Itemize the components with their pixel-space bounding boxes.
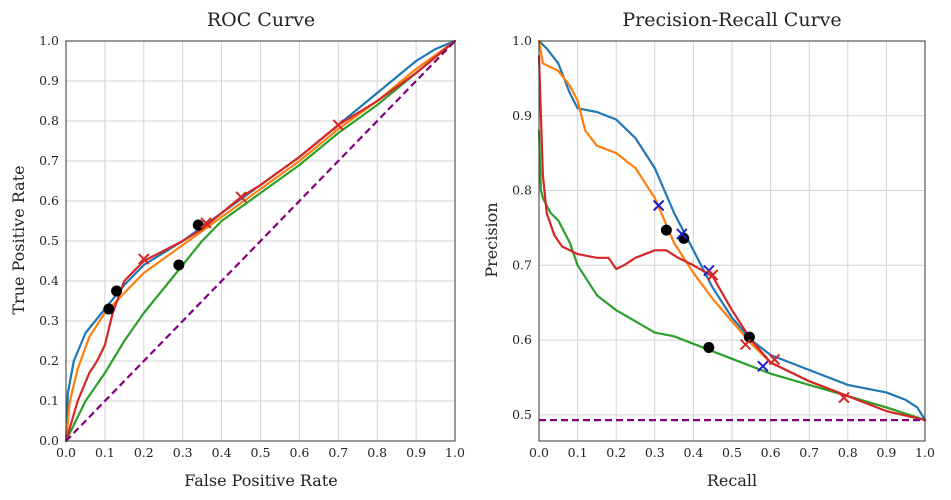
- roc-ylabel: True Positive Rate: [9, 165, 28, 314]
- roc-threshold-x-marker: [332, 119, 345, 131]
- pr-threshold-x-marker: [676, 228, 688, 240]
- roc-ytick-label: 0.5: [39, 233, 59, 248]
- roc-title: ROC Curve: [207, 9, 315, 31]
- roc-threshold-dot-marker: [173, 259, 185, 271]
- pr-ytick-label: 0.9: [512, 108, 532, 123]
- roc-ytick-label: 0.4: [39, 273, 59, 288]
- roc-ytick-label: 0.7: [39, 153, 59, 168]
- pr-threshold-x-marker: [757, 360, 769, 372]
- pr-xtick-label: 0.2: [606, 445, 626, 460]
- pr-ytick-label: 0.6: [512, 332, 532, 347]
- roc-panel: ROC Curve False Positive Rate True Posit…: [9, 9, 465, 490]
- roc-ytick-label: 0.8: [39, 113, 59, 128]
- roc-ytick-label: 1.0: [39, 33, 59, 48]
- roc-xtick-label: 0.5: [251, 445, 271, 460]
- pr-threshold-x-marker: [739, 338, 752, 351]
- pr-threshold-x-marker: [838, 391, 850, 404]
- pr-ylabel: Precision: [482, 202, 501, 277]
- pr-ytick-label: 0.7: [512, 257, 532, 272]
- roc-series-chance-line: [65, 40, 456, 442]
- pr-title: Precision-Recall Curve: [622, 9, 841, 31]
- pr-threshold-x-marker: [768, 353, 781, 366]
- pr-series-blue-line: [537, 39, 927, 422]
- pr-threshold-dot-marker: [743, 331, 755, 343]
- roc-threshold-x-marker: [200, 217, 212, 229]
- roc-ytick-label: 0.1: [39, 393, 59, 408]
- roc-ytick-label: 0.0: [39, 433, 59, 448]
- roc-xlabel: False Positive Rate: [184, 471, 338, 490]
- pr-threshold-x-marker: [652, 199, 665, 212]
- roc-ytick-label: 0.2: [39, 353, 59, 368]
- pr-threshold-x-marker: [706, 269, 719, 281]
- pr-series-green-line: [537, 129, 927, 422]
- roc-threshold-x-marker: [235, 191, 247, 203]
- roc-xtick-label: 0.1: [95, 445, 115, 460]
- pr-xtick-label: 0.1: [568, 445, 588, 460]
- pr-threshold-dot-marker: [660, 224, 672, 236]
- roc-ytick-label: 0.9: [39, 73, 59, 88]
- roc-series-green-line: [64, 39, 457, 443]
- roc-plot-frame: [65, 40, 456, 442]
- pr-ytick-label: 0.8: [512, 183, 532, 198]
- pr-xtick-label: 0.8: [838, 445, 858, 460]
- roc-ticks: 0.0 0.1 0.2 0.3 0.4 0.5 0.6 0.7 0.8 0.9 1.0 0.0 0.1 0…: [39, 33, 465, 460]
- pr-xtick-label: 0.7: [799, 445, 819, 460]
- pr-xlabel: Recall: [707, 471, 757, 490]
- pr-xtick-label: 0.6: [761, 445, 781, 460]
- pr-xtick-label: 0.4: [683, 445, 703, 460]
- pr-grid: [538, 40, 926, 441]
- pr-xtick-label: 0.9: [876, 445, 896, 460]
- roc-ytick-label: 0.6: [39, 193, 59, 208]
- pr-xtick-label: 1.0: [915, 445, 935, 460]
- roc-xtick-label: 0.2: [134, 445, 154, 460]
- pr-xtick-label: 0.3: [645, 445, 665, 460]
- roc-markers: [103, 119, 345, 315]
- roc-xtick-label: 1.0: [445, 445, 465, 460]
- roc-threshold-dot-marker: [111, 285, 123, 297]
- roc-xtick-label: 0.6: [289, 445, 309, 460]
- pr-ytick-label: 1.0: [512, 33, 532, 48]
- roc-xtick-label: 0.9: [406, 445, 426, 460]
- pr-panel: Precision-Recall Curve Recall Precision …: [482, 9, 935, 490]
- roc-xtick-label: 0.8: [367, 445, 387, 460]
- roc-series-red-line: [64, 39, 457, 443]
- pr-plot-frame: [538, 40, 926, 442]
- roc-threshold-dot-marker: [192, 219, 204, 231]
- pr-xtick-label: 0.0: [529, 445, 549, 460]
- roc-xtick-label: 0.4: [212, 445, 232, 460]
- roc-series: [64, 39, 457, 443]
- pr-ytick-label: 0.5: [512, 407, 532, 422]
- pr-markers: [652, 199, 850, 404]
- pr-threshold-dot-marker: [703, 342, 715, 354]
- roc-threshold-x-marker: [138, 253, 150, 265]
- roc-threshold-dot-marker: [103, 303, 115, 315]
- roc-series-orange-line: [64, 39, 457, 443]
- roc-xtick-label: 0.0: [56, 445, 76, 460]
- roc-ytick-label: 0.3: [39, 313, 59, 328]
- pr-ticks: 0.0 0.1 0.2 0.3 0.4 0.5 0.6 0.7 0.8 0.9 1.0 0.5 0.6 0…: [512, 33, 935, 460]
- roc-xtick-label: 0.3: [173, 445, 193, 460]
- roc-xtick-label: 0.7: [328, 445, 348, 460]
- pr-xtick-label: 0.5: [722, 445, 742, 460]
